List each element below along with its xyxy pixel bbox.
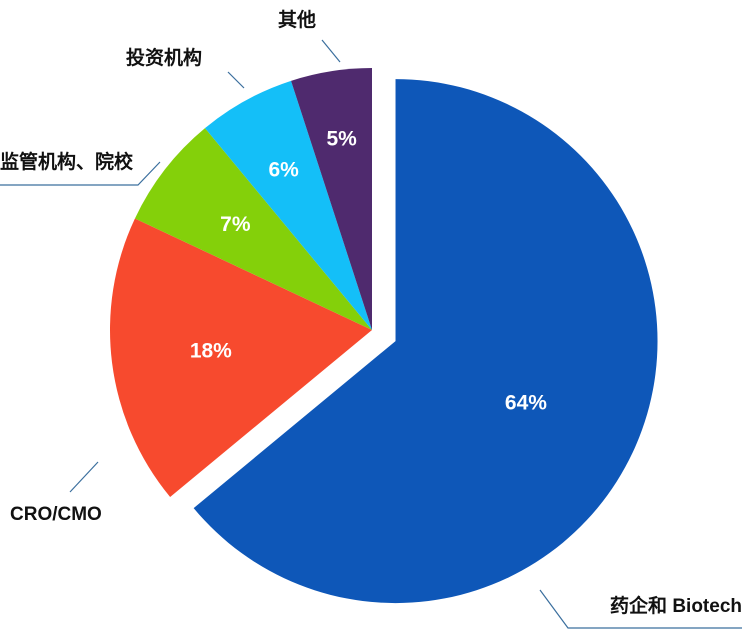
category-label: 监管机构、院校	[0, 150, 134, 173]
leader-lines	[0, 39, 742, 629]
slice-value-label: 7%	[220, 213, 251, 236]
category-label: 其他	[278, 8, 316, 31]
pie-slice-4	[204, 80, 372, 330]
pie-slice-5	[291, 68, 372, 330]
slice-value-label: 64%	[505, 391, 547, 414]
category-labels: 药企和 Biotech CRO/CMO 监管机构、院校 投资机构 其他	[0, 8, 742, 617]
leader-line	[227, 71, 245, 89]
category-label: 药企和 Biotech	[610, 594, 742, 617]
slice-value-label: 18%	[190, 339, 232, 362]
pie-slices	[109, 68, 658, 604]
pie-slice-2	[109, 218, 372, 498]
category-label: 投资机构	[126, 46, 202, 69]
pie-slice-3	[134, 128, 372, 330]
leader-line	[321, 39, 341, 63]
leader-line	[539, 589, 742, 629]
slice-value-label: 5%	[326, 128, 357, 151]
category-label: CRO/CMO	[10, 504, 102, 525]
leader-line	[69, 461, 99, 493]
pie-slice-1	[193, 79, 658, 604]
slice-value-label: 6%	[268, 158, 299, 181]
leader-line	[0, 161, 161, 186]
slice-value-labels: 64% 18% 7% 6% 5%	[190, 128, 547, 415]
